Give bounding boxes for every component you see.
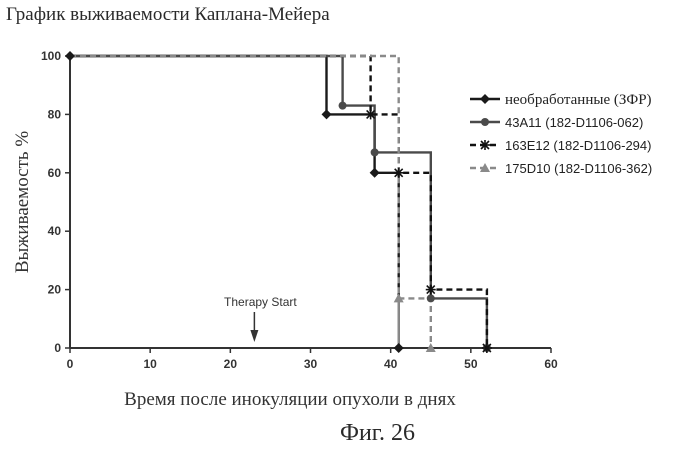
markers-layer (65, 51, 492, 353)
x-tick-label: 20 (224, 357, 238, 371)
legend-label-4: 175D10 (182-D1106-362) (505, 161, 652, 176)
y-tick-label: 40 (48, 224, 62, 238)
legend-marker-1 (480, 94, 490, 104)
series-2-marker (370, 148, 379, 157)
therapy-start-arrow-icon (250, 330, 259, 342)
chart-title: График выживаемости Каплана-Мейера (6, 4, 330, 25)
series-2-marker (426, 294, 435, 303)
series-1-marker (65, 51, 75, 61)
y-tick-label: 80 (48, 107, 62, 121)
series-3-marker (481, 343, 492, 353)
series-4-marker (393, 293, 404, 303)
x-tick-label: 10 (143, 357, 157, 371)
axis-ticks: 0 10 20 30 40 50 60 0 20 40 60 80 100 (41, 49, 558, 371)
series-1-marker (369, 167, 380, 178)
legend-label-2: 43A11 (182-D1106-062) (505, 115, 643, 130)
series-3-marker (365, 109, 376, 120)
y-tick-label: 0 (54, 341, 61, 355)
figure-label: Фиг. 26 (340, 420, 415, 446)
annotation-layer: Therapy Start (224, 295, 297, 342)
y-tick-label: 60 (48, 166, 62, 180)
x-tick-label: 40 (384, 357, 398, 371)
series-line-4 (70, 54, 432, 348)
y-tick-label: 20 (48, 283, 62, 297)
series-1-marker (321, 109, 332, 120)
x-tick-label: 30 (304, 357, 318, 371)
x-tick-label: 60 (544, 357, 558, 371)
legend: необработанные (ЗФР) 43A11 (182-D1106-062… (470, 92, 652, 176)
legend-label-1: необработанные (ЗФР) (505, 92, 652, 108)
axes (69, 52, 551, 349)
legend-marker-3 (480, 140, 490, 150)
series-3-marker (393, 167, 404, 178)
y-tick-label: 100 (41, 49, 61, 63)
x-tick-label: 50 (464, 357, 478, 371)
series-3-marker (425, 284, 436, 295)
series-4-marker (425, 343, 436, 352)
therapy-start-label: Therapy Start (224, 295, 297, 309)
x-tick-label: 0 (67, 357, 74, 371)
legend-label-3: 163E12 (182-D1106-294) (505, 138, 651, 153)
y-axis-label: Выживаемость % (12, 131, 33, 273)
series-2-marker (338, 101, 347, 110)
x-axis-label: Время после инокуляции опухоли в днях (124, 389, 456, 410)
series-1-marker (393, 343, 404, 353)
legend-marker-2 (481, 118, 489, 126)
legend-marker-4 (480, 163, 490, 172)
